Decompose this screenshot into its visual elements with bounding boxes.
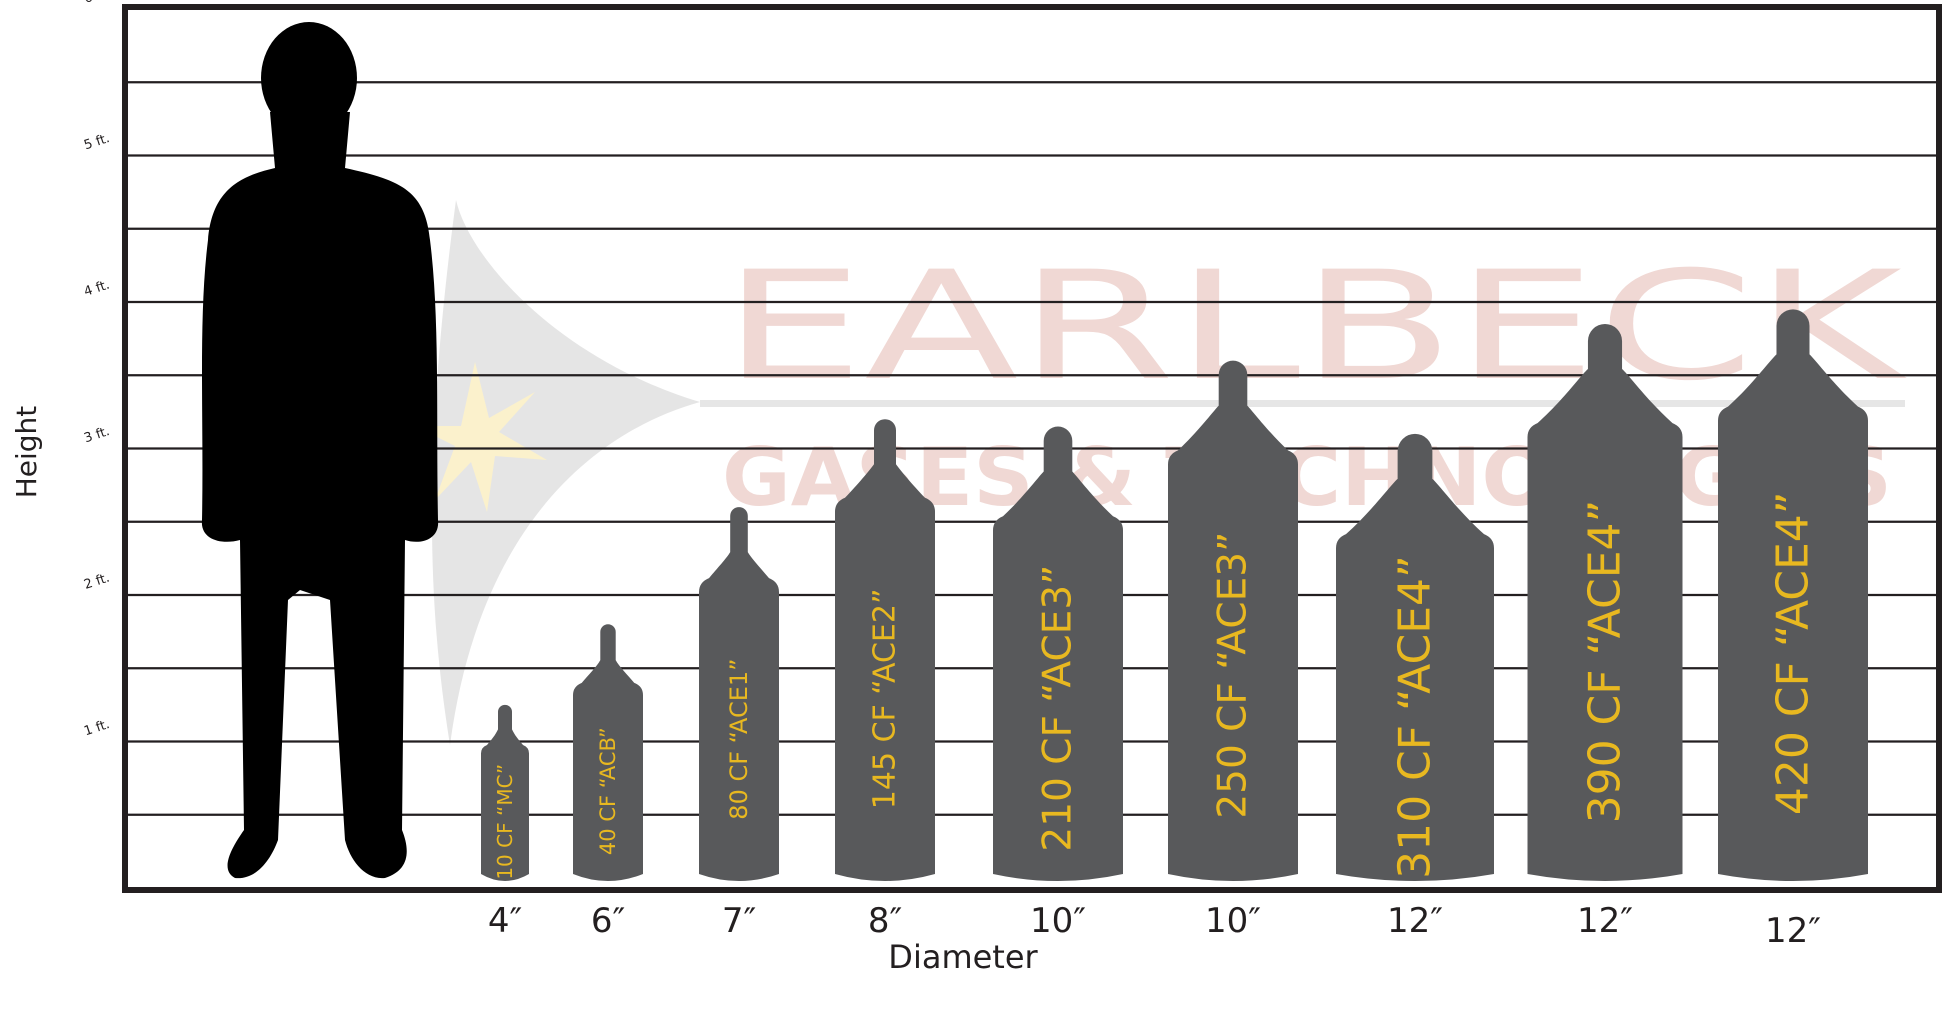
cylinder-label: 210 CF “ACE3” [1036,565,1081,852]
x-tick-label: 7″ [722,901,756,941]
cylinder-label: 390 CF “ACE4” [1580,500,1631,824]
x-tick-label: 10″ [1205,901,1261,941]
x-tick-label: 12″ [1387,901,1443,941]
cylinder-body [481,704,529,881]
cylinder: 80 CF “ACE1” [699,507,779,881]
cylinder-label: 10 CF “MC” [493,764,517,880]
cylinder-body [1168,360,1298,881]
cylinder-label: 250 CF “ACE3” [1211,532,1256,819]
x-tick-labels: 4″ 6″ 7″ 8″ 10″ 10″ 12″ 12″ 12″ [488,901,1821,951]
y-tick-label: 1 ft. [82,717,111,739]
x-tick-label: 10″ [1030,901,1086,941]
cylinder-body [993,426,1123,881]
watermark-sail-shape [431,200,700,745]
cylinder-label: 40 CF “ACB” [596,727,620,855]
cylinder-body [1718,309,1868,881]
x-tick-label: 8″ [868,901,902,941]
cylinder-label: 310 CF “ACE4” [1390,555,1441,879]
x-tick-label: 12″ [1577,901,1633,941]
cylinder-label: 145 CF “ACE2” [868,588,903,809]
cylinder-body [835,419,935,881]
cylinder: 40 CF “ACB” [573,624,643,881]
cylinder: 420 CF “ACE4” [1718,309,1868,881]
y-tick-label: 5 ft. [82,131,111,153]
cylinder: 390 CF “ACE4” [1527,323,1683,881]
x-tick-label: 4″ [488,901,522,941]
y-tick-label: 4 ft. [82,278,111,300]
cylinder-body [699,507,779,881]
watermark-brand: EARLBECK [722,240,1907,414]
cylinder: 145 CF “ACE2” [835,419,935,881]
watermark: EARLBECK GASES & TECHNOLOGIES [415,200,1907,745]
cylinder-body [1527,323,1683,881]
cylinder: 250 CF “ACE3” [1168,360,1298,881]
watermark-rule [700,400,1905,407]
cylinder: 10 CF “MC” [481,704,529,881]
plot-frame [122,4,1942,893]
person-silhouette [201,22,439,879]
watermark-star-icon [415,362,547,512]
cylinder: 210 CF “ACE3” [993,426,1123,881]
cylinder-label: 420 CF “ACE4” [1768,491,1819,815]
y-tick-label: 2 ft. [82,571,111,593]
x-tick-label: 6″ [591,901,625,941]
y-tick-labels: 1 ft. 2 ft. 3 ft. 4 ft. 5 ft. 6 ft. [82,0,111,739]
y-tick-label: 6 ft. [82,0,111,7]
x-axis-title: Diameter [888,938,1038,976]
cylinder-label: 80 CF “ACE1” [725,658,753,819]
cylinder-body [573,624,643,881]
cylinder-body [1336,433,1494,881]
x-tick-label: 12″ [1765,911,1821,951]
y-axis-title: Height [10,406,43,499]
cylinder: 310 CF “ACE4” [1336,433,1494,881]
y-tick-label: 3 ft. [82,424,111,446]
cylinders: 10 CF “MC” 40 CF “ACB” 80 CF “ACE1” 145 CF … [481,309,1868,881]
